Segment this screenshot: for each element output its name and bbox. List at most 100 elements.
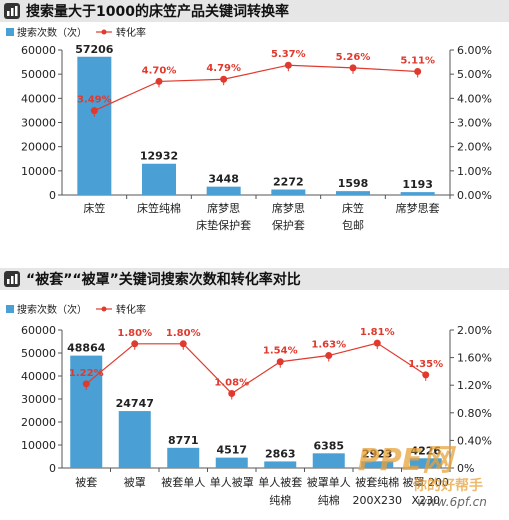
bar bbox=[206, 186, 241, 195]
rate-marker bbox=[131, 340, 139, 348]
y-tick-label: 0 bbox=[49, 189, 56, 202]
bar-value-label: 24747 bbox=[116, 397, 154, 410]
y-tick-label: 60000 bbox=[21, 324, 56, 337]
y-tick-label: 20000 bbox=[21, 416, 56, 429]
y2-tick-label: 1.20% bbox=[457, 379, 492, 392]
y2-tick-label: 0.80% bbox=[457, 407, 492, 420]
rate-label: 1.22% bbox=[69, 368, 104, 379]
x-tick-label: 单人被套 bbox=[258, 476, 302, 489]
x-tick-label: 纯棉 bbox=[269, 493, 291, 507]
title-bar bbox=[0, 268, 509, 290]
chart-icon-bar bbox=[15, 274, 18, 284]
y2-tick-label: 2.00% bbox=[457, 324, 492, 337]
rate-marker bbox=[155, 77, 163, 85]
y-tick-label: 20000 bbox=[21, 141, 56, 154]
watermark-url: www.6pf.cn bbox=[417, 495, 487, 509]
x-tick-label: 席梦思套 bbox=[396, 201, 440, 215]
rate-marker bbox=[276, 358, 284, 366]
x-tick-label: 保护套 bbox=[272, 218, 305, 232]
rate-label: 5.26% bbox=[336, 52, 371, 63]
rate-marker bbox=[228, 389, 236, 397]
legend-label: 搜索次数（次） bbox=[17, 303, 87, 316]
rate-marker bbox=[414, 68, 422, 76]
y2-tick-label: 2.00% bbox=[457, 141, 492, 154]
bar-value-label: 6385 bbox=[313, 439, 344, 452]
chart-icon bbox=[4, 3, 20, 19]
bar bbox=[118, 411, 151, 468]
bar bbox=[271, 189, 306, 195]
legend-label: 搜索次数（次） bbox=[17, 26, 87, 39]
bar bbox=[264, 461, 297, 468]
y-tick-label: 50000 bbox=[21, 347, 56, 360]
bar-value-label: 2272 bbox=[273, 176, 304, 189]
rate-label: 1.81% bbox=[360, 327, 395, 338]
rate-marker bbox=[373, 339, 381, 347]
watermark-slogan: 你的好帮手 bbox=[412, 477, 483, 494]
rate-label: 1.80% bbox=[117, 328, 152, 339]
x-tick-label: 席梦思 bbox=[272, 201, 305, 215]
rate-label: 1.80% bbox=[166, 328, 201, 339]
rate-marker bbox=[90, 107, 98, 115]
bar bbox=[142, 163, 176, 195]
bar-value-label: 48864 bbox=[67, 342, 106, 355]
bar-value-label: 2923 bbox=[362, 447, 393, 460]
bar bbox=[361, 461, 394, 468]
x-tick-label: 被罩 bbox=[124, 476, 146, 489]
y2-tick-label: 0.40% bbox=[457, 434, 492, 447]
legend-label: 转化率 bbox=[116, 26, 146, 39]
rate-marker bbox=[179, 340, 187, 348]
x-tick-label: 席梦思 bbox=[207, 201, 240, 215]
chart-icon-bar bbox=[11, 276, 14, 284]
x-tick-label: 200X230 bbox=[352, 494, 402, 507]
y2-tick-label: 6.00% bbox=[457, 44, 492, 57]
x-tick-label: 纯棉 bbox=[318, 493, 340, 507]
y-tick-label: 30000 bbox=[21, 117, 56, 130]
bar bbox=[215, 457, 248, 468]
rate-label: 1.35% bbox=[408, 359, 443, 370]
bar-value-label: 8771 bbox=[168, 434, 199, 447]
x-tick-label: 被套纯棉 bbox=[355, 475, 399, 489]
bar bbox=[336, 191, 370, 195]
y2-tick-label: 5.00% bbox=[457, 68, 492, 81]
bar-value-label: 4517 bbox=[216, 444, 247, 457]
rate-label: 5.11% bbox=[400, 56, 435, 67]
bar bbox=[167, 447, 200, 468]
rate-label: 1.63% bbox=[311, 340, 346, 351]
chart-title: “被套”“被罩”关键词搜索次数和转化率对比 bbox=[26, 271, 301, 288]
rate-marker bbox=[82, 380, 90, 388]
legend-label: 转化率 bbox=[116, 303, 146, 316]
chart-title: 搜索量大于1000的床笠产品关键词转换率 bbox=[26, 3, 289, 20]
watermark-logo: PPE网 bbox=[358, 443, 456, 478]
y-tick-label: 40000 bbox=[21, 370, 56, 383]
rate-marker bbox=[325, 352, 333, 360]
bar-value-label: 2863 bbox=[265, 447, 296, 460]
bar-value-label: 3448 bbox=[208, 173, 239, 186]
bar-value-label: 1193 bbox=[402, 178, 433, 191]
chart-icon bbox=[4, 271, 20, 287]
rate-line bbox=[94, 64, 418, 112]
rate-label: 1.54% bbox=[263, 346, 298, 357]
y2-tick-label: 3.00% bbox=[457, 117, 492, 130]
x-tick-label: 床笠 bbox=[342, 201, 364, 215]
y-tick-label: 30000 bbox=[21, 393, 56, 406]
x-tick-label: 被套 bbox=[75, 476, 97, 489]
legend-swatch-marker bbox=[101, 306, 107, 312]
rate-line bbox=[85, 342, 427, 395]
y-tick-label: 60000 bbox=[21, 44, 56, 57]
bar-value-label: 1598 bbox=[338, 177, 369, 190]
bar-value-label: 57206 bbox=[75, 43, 114, 56]
rate-label: 4.79% bbox=[206, 63, 241, 74]
x-tick-label: 床笠 bbox=[83, 201, 105, 215]
x-tick-label: X230 bbox=[411, 494, 440, 507]
y2-tick-label: 0.00% bbox=[457, 189, 492, 202]
y-tick-label: 0 bbox=[49, 462, 56, 475]
rate-label: 1.08% bbox=[214, 377, 249, 388]
chart-icon-bar bbox=[11, 8, 14, 16]
y2-tick-label: 0% bbox=[457, 462, 474, 475]
y2-tick-label: 1.60% bbox=[457, 352, 492, 365]
y-tick-label: 50000 bbox=[21, 68, 56, 81]
y-tick-label: 10000 bbox=[21, 439, 56, 452]
